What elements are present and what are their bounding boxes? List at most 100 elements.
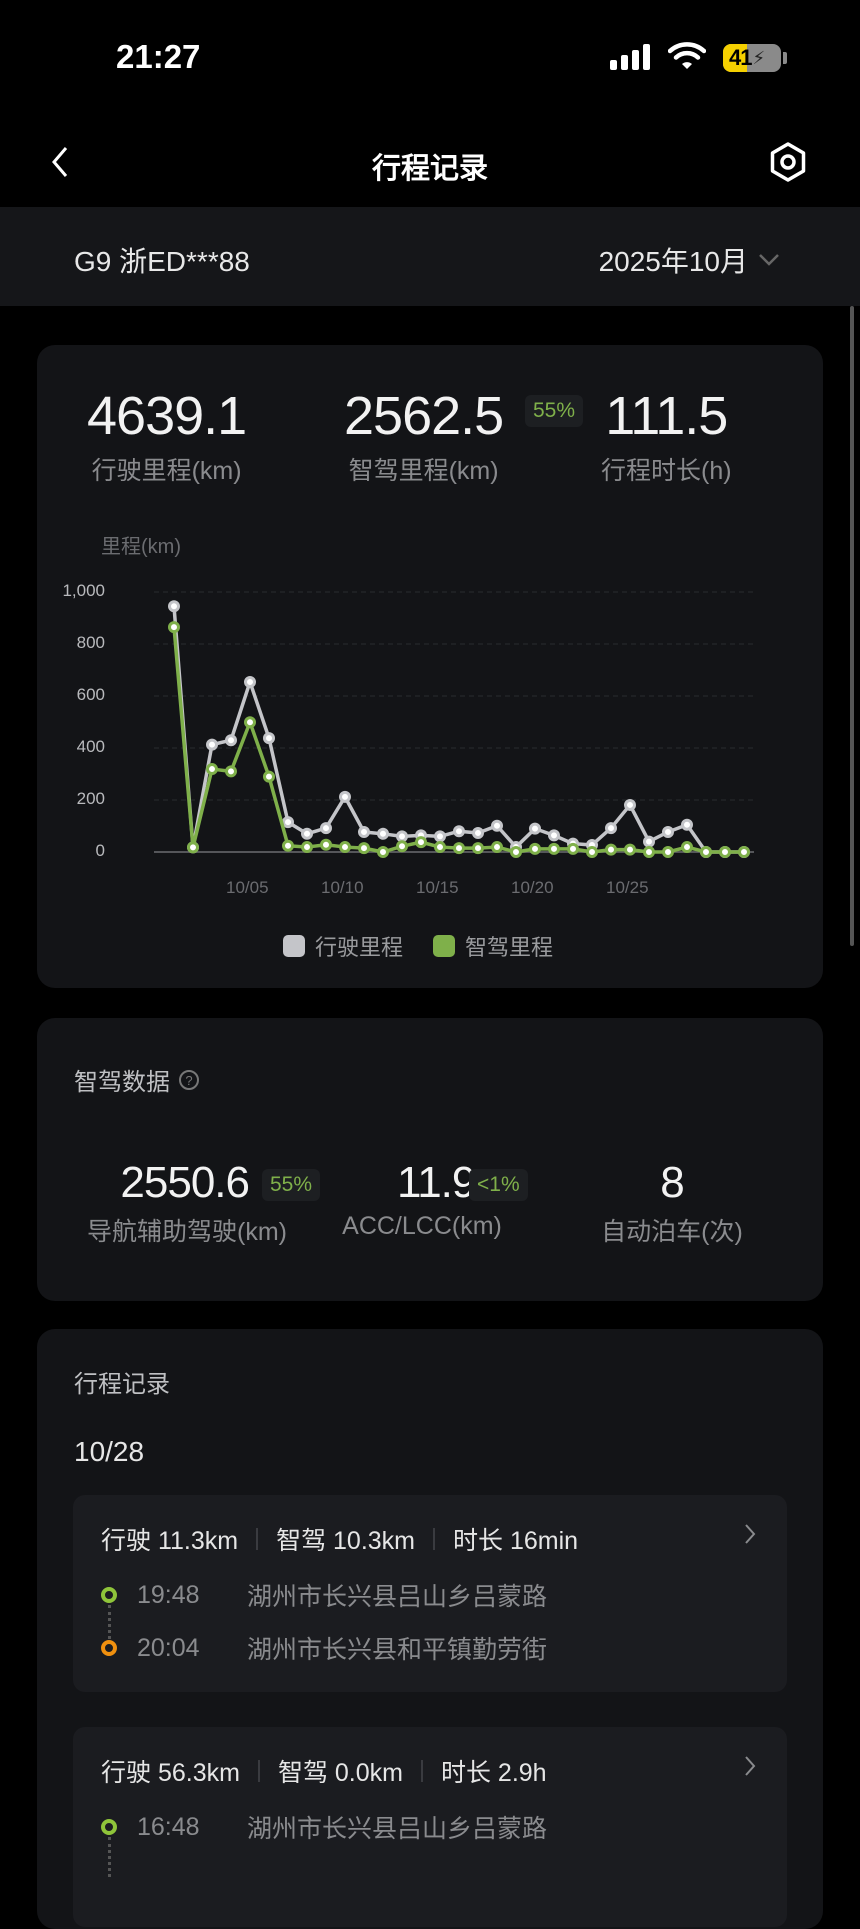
trip-end: 20:04 湖州市长兴县和平镇勤劳街 <box>101 1630 547 1666</box>
trip-summary: 行驶 11.3km 智驾 10.3km 时长 16min <box>101 1521 578 1557</box>
end-address: 湖州市长兴县和平镇勤劳街 <box>247 1636 548 1664</box>
duration-label: 行程时长(h) <box>601 457 732 485</box>
data-point <box>244 716 256 729</box>
start-time: 19:48 <box>137 1580 200 1609</box>
data-point <box>643 835 655 848</box>
data-point <box>168 621 180 634</box>
series-line-drive <box>172 606 744 854</box>
start-point-icon <box>101 1587 117 1603</box>
end-point-icon <box>101 1640 117 1656</box>
data-point <box>396 840 408 853</box>
summary-card: 4639.1 行驶里程(km) 2562.5 智驾里程(km) 55% 111.… <box>37 345 823 988</box>
data-point <box>491 819 503 832</box>
data-point <box>415 836 427 849</box>
data-point <box>225 734 237 747</box>
data-point <box>244 675 256 688</box>
data-point <box>358 825 370 838</box>
chevron-right-icon[interactable] <box>743 1523 757 1545</box>
end-time: 20:04 <box>137 1633 200 1662</box>
data-point <box>472 827 484 840</box>
trip-date: 10/28 <box>74 1436 145 1467</box>
question-circle-icon[interactable]: ? <box>178 1069 200 1091</box>
x-tick-label: 10/15 <box>416 878 459 897</box>
data-point <box>567 842 579 855</box>
battery-icon: 41 ⚡ <box>723 44 781 72</box>
data-point <box>434 841 446 854</box>
legend-smart: 智驾里程 <box>465 935 554 960</box>
trip-duration: 时长 2.9h <box>440 1759 547 1787</box>
data-point <box>320 822 332 835</box>
month-picker[interactable]: 2025年10月 <box>599 240 780 280</box>
vehicle-selector[interactable]: G9 浙ED***88 <box>74 246 250 277</box>
chart-legend: 行驶里程 智驾里程 <box>283 930 553 962</box>
data-point <box>472 842 484 855</box>
data-point <box>320 838 332 851</box>
data-point <box>738 846 750 858</box>
route-connector <box>108 1837 111 1877</box>
chevron-down-icon <box>759 254 779 266</box>
trip-drive: 行驶 11.3km <box>101 1527 239 1555</box>
data-point <box>263 770 275 783</box>
parking-label: 自动泊车(次) <box>601 1218 743 1246</box>
wifi-icon <box>668 42 706 69</box>
legend-swatch-drive <box>283 935 305 957</box>
smart-distance-value: 2562.5 <box>344 386 504 446</box>
data-point <box>377 846 389 858</box>
route-connector <box>108 1605 111 1639</box>
nav-assist-label: 导航辅助驾驶(km) <box>87 1218 287 1246</box>
smart-distance-label: 智驾里程(km) <box>348 457 499 485</box>
acc-lcc-label: ACC/LCC(km) <box>342 1212 502 1240</box>
trip-smart: 智驾 10.3km <box>276 1527 416 1555</box>
data-point <box>624 843 636 856</box>
trip-item[interactable]: 行驶 56.3km 智驾 0.0km 时长 2.9h 16:48 湖州市长兴县吕山乡吕… <box>73 1727 787 1927</box>
chevron-left-icon[interactable] <box>46 142 78 182</box>
y-tick-label: 200 <box>76 789 105 808</box>
trip-item[interactable]: 行驶 11.3km 智驾 10.3km 时长 16min 19:48 湖州市长兴县吕山… <box>73 1495 787 1692</box>
data-point <box>700 846 712 858</box>
data-point <box>282 839 294 852</box>
chart-y-label: 里程(km) <box>101 536 181 558</box>
nav-assist-badge: 55% <box>262 1169 321 1201</box>
x-tick-label: 10/10 <box>321 878 364 897</box>
data-point <box>643 846 655 858</box>
data-point <box>168 600 180 613</box>
y-tick-label: 0 <box>95 841 105 860</box>
data-point <box>358 842 370 855</box>
data-point <box>434 830 446 843</box>
start-address: 湖州市长兴县吕山乡吕蒙路 <box>247 1815 548 1843</box>
trip-smart: 智驾 0.0km <box>277 1759 403 1787</box>
data-point <box>548 842 560 855</box>
cellular-signal-icon <box>610 44 650 70</box>
chevron-right-icon[interactable] <box>743 1755 757 1777</box>
start-time: 16:48 <box>137 1812 200 1841</box>
data-point <box>605 822 617 835</box>
smart-distance-stat: 2562.5 智驾里程(km) <box>344 385 504 487</box>
data-point <box>206 763 218 776</box>
drive-distance-value: 4639.1 <box>87 386 247 446</box>
nav-assist-value: 2550.6 <box>120 1158 250 1207</box>
data-point <box>605 843 617 856</box>
smart-ratio-badge: 55% <box>525 395 584 427</box>
data-point <box>529 842 541 855</box>
data-point <box>548 829 560 842</box>
smart-data-title: 智驾数据 <box>74 1069 170 1096</box>
status-time: 21:27 <box>116 38 201 75</box>
smart-data-card: 智驾数据 ? 2550.6 导航辅助驾驶(km) 55% 11.9 ACC/LC… <box>37 1018 823 1301</box>
data-point <box>187 841 199 854</box>
vehicle-bar <box>0 207 860 306</box>
data-point <box>301 841 313 854</box>
data-point <box>719 846 731 858</box>
series-line-smart <box>172 626 744 854</box>
svg-text:?: ? <box>185 1073 192 1088</box>
drive-distance-stat: 4639.1 行驶里程(km) <box>87 385 247 487</box>
page-title: 行程记录 <box>371 153 488 185</box>
data-point <box>510 846 522 858</box>
trip-start: 19:48 湖州市长兴县吕山乡吕蒙路 <box>101 1577 547 1613</box>
drive-distance-label: 行驶里程(km) <box>91 457 242 485</box>
nav-assist-stat: 2550.6 导航辅助驾驶(km) <box>67 1158 307 1248</box>
data-point <box>377 827 389 840</box>
hex-nut-settings-icon[interactable] <box>766 140 810 184</box>
data-point <box>263 732 275 745</box>
scrollbar[interactable] <box>850 306 854 946</box>
data-point <box>586 846 598 858</box>
